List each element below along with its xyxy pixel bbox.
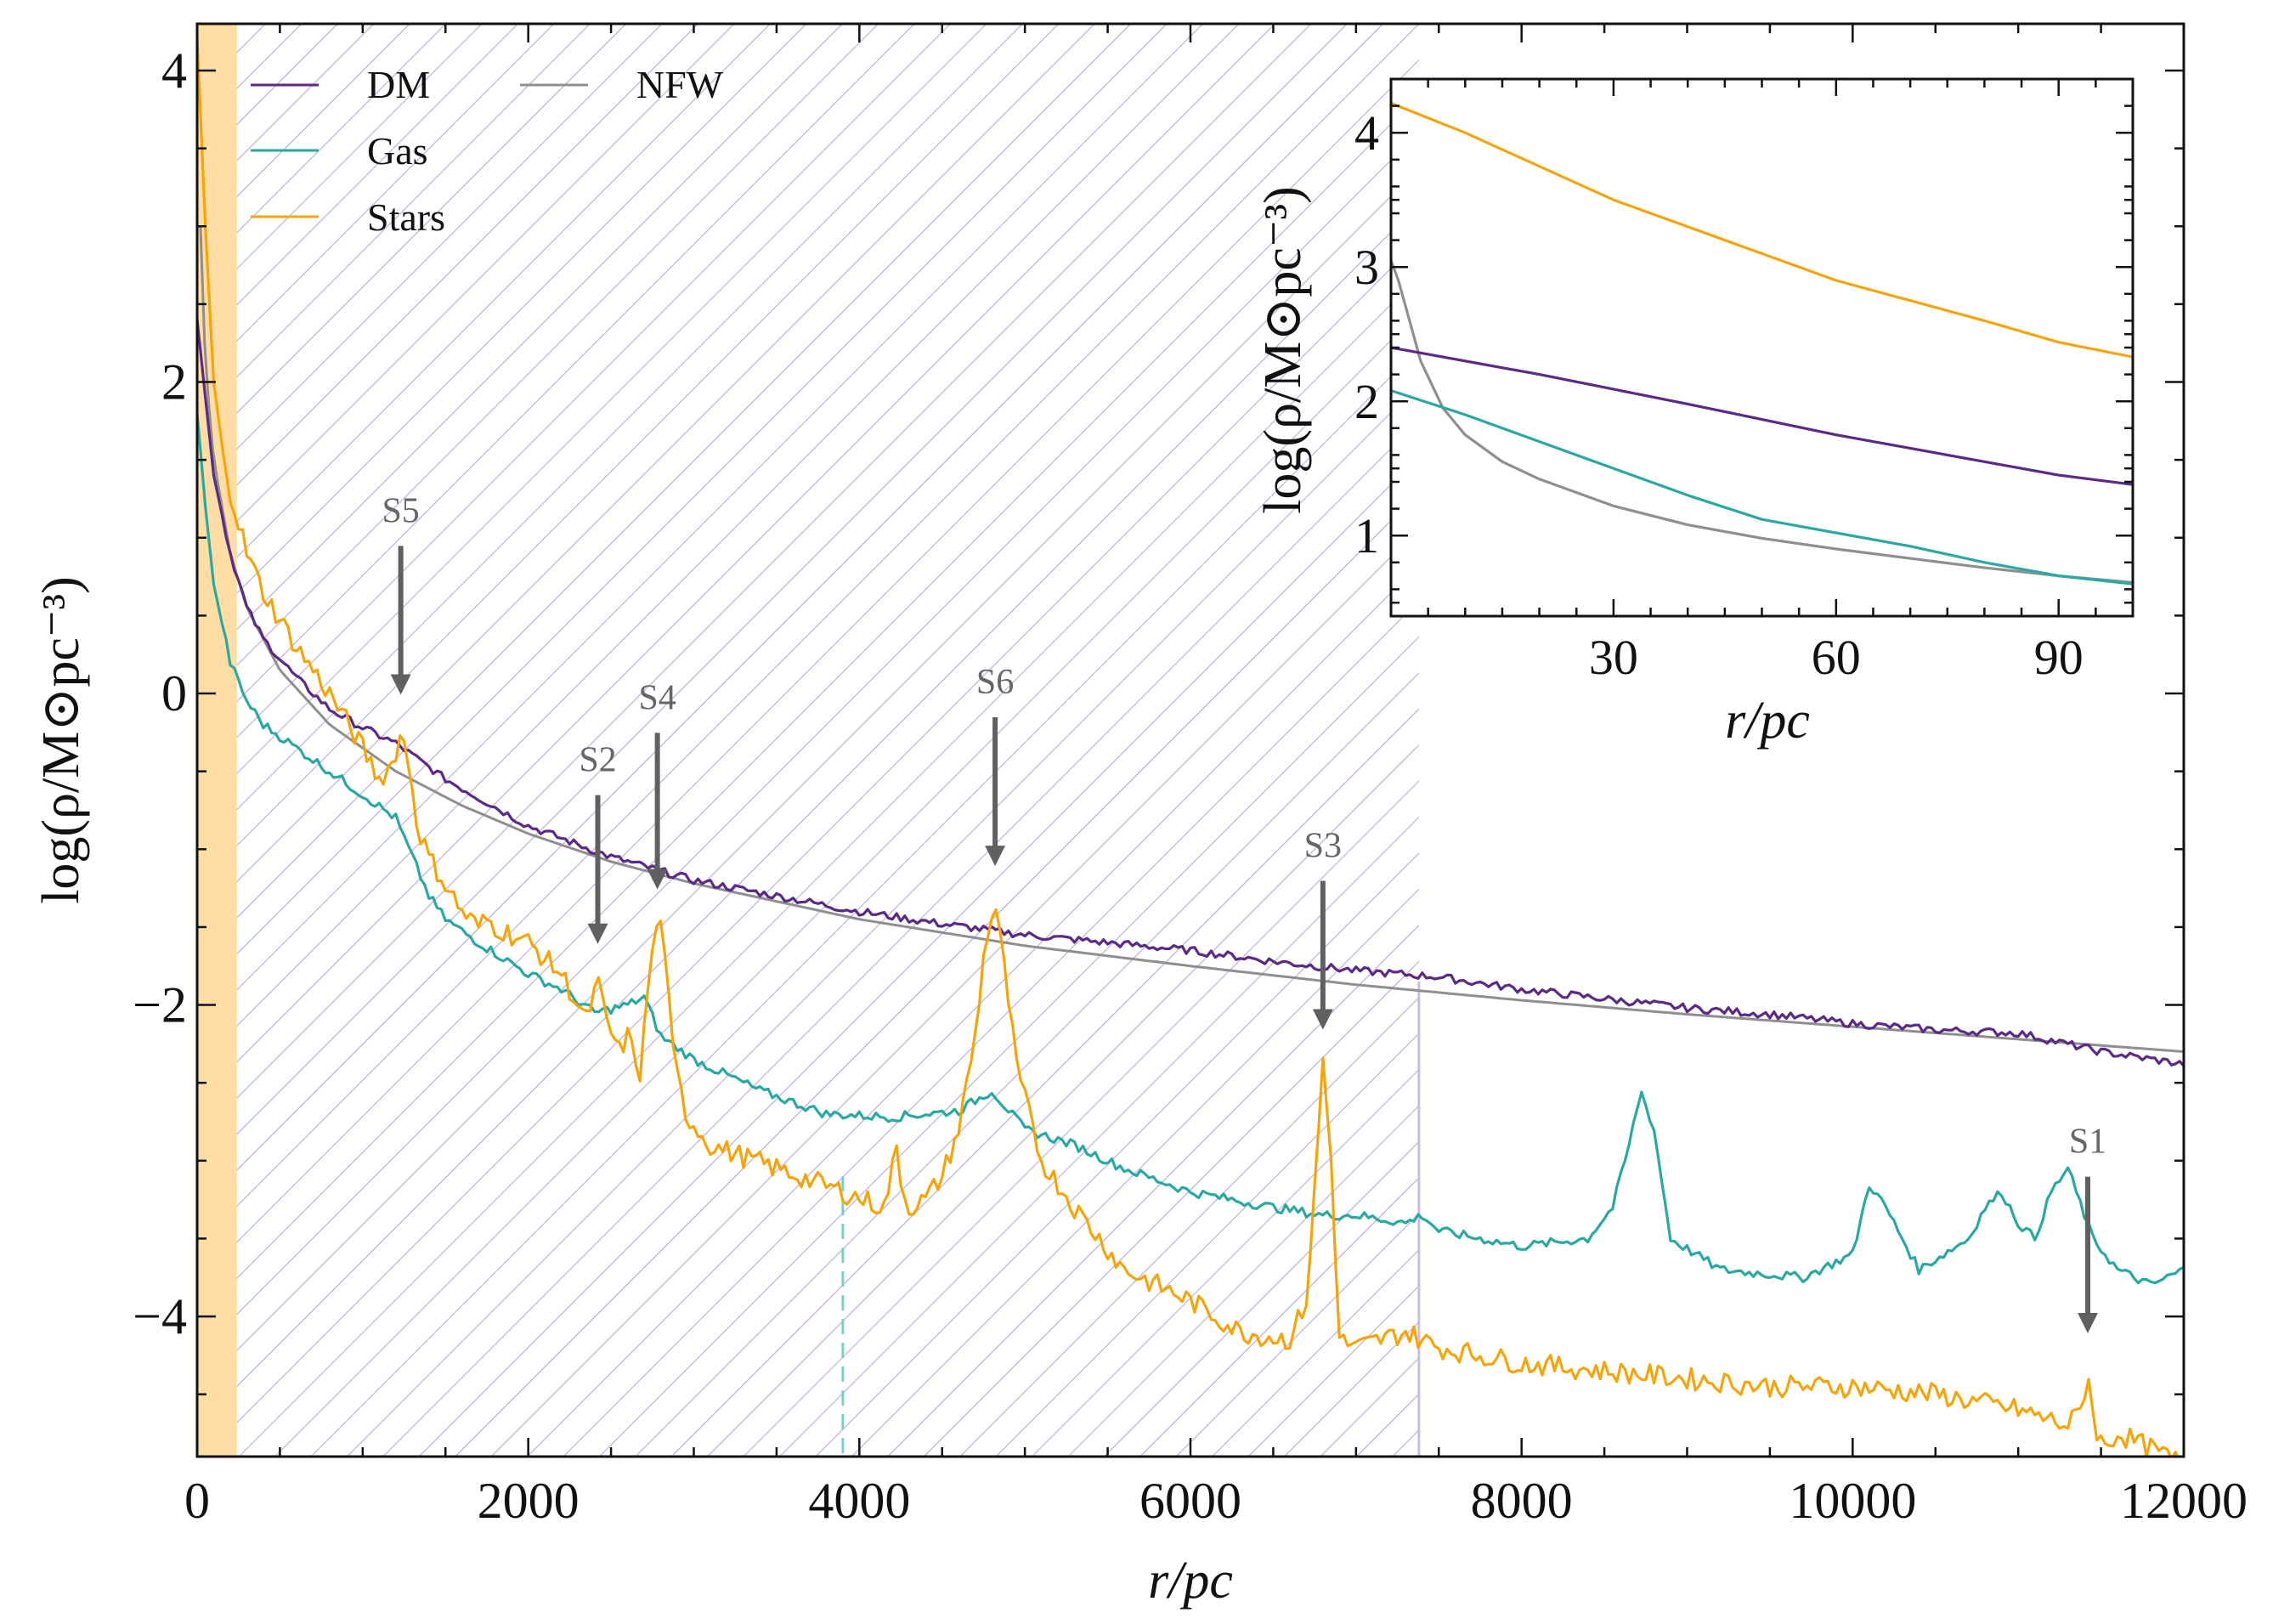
annotation-label-s3: S3 — [1304, 826, 1342, 865]
annotation-s4: S4 — [638, 678, 676, 890]
inset-series-line-dm — [1391, 346, 2133, 486]
x-tick-label: 10000 — [1789, 1473, 1916, 1529]
annotation-label-s4: S4 — [638, 678, 676, 717]
annotation-label-s2: S2 — [579, 741, 616, 780]
x-tick-label: 4000 — [808, 1473, 910, 1529]
y-tick-label: −4 — [133, 1288, 187, 1344]
inset-x-tick-label: 60 — [1812, 630, 1861, 685]
inset-y-tick-label: 1 — [1354, 508, 1379, 563]
series-line-stars — [197, 39, 2180, 1457]
inset-x-tick-label: 30 — [1589, 630, 1638, 685]
y-tick-label: −2 — [133, 977, 187, 1033]
legend-label-nfw: NFW — [636, 63, 724, 106]
inset-y-tick-label: 4 — [1354, 105, 1379, 161]
inset-y-tick-label: 3 — [1354, 240, 1379, 295]
y-axis-title: log(ρ/M⊙pc⁻³) — [32, 576, 90, 904]
shaded-region-solid — [197, 24, 237, 1457]
inset-series-line-stars — [1391, 101, 2133, 359]
inset-y-tick-label: 2 — [1354, 374, 1379, 429]
inset-x-axis-title: r/pc — [1725, 692, 1810, 750]
legend-label-gas: Gas — [367, 129, 428, 173]
x-tick-label: 2000 — [478, 1473, 580, 1529]
inset-x-tick-label: 90 — [2034, 630, 2084, 685]
y-tick-label: 2 — [161, 354, 187, 410]
annotation-s3: S3 — [1304, 826, 1342, 1030]
legend-label-stars: Stars — [367, 195, 445, 239]
y-tick-label: 4 — [161, 42, 187, 99]
annotation-s5: S5 — [382, 491, 420, 695]
annotation-s2: S2 — [579, 741, 617, 944]
main-plot: S5 S2 S4 S6 S3 S1 0 2000 4000 6000 8000 10000 12000… — [32, 22, 2248, 1610]
annotation-s6: S6 — [976, 663, 1014, 867]
annotation-label-s1: S1 — [2069, 1123, 2106, 1162]
x-axis-title: r/pc — [1148, 1552, 1233, 1610]
series-line-dm — [197, 320, 2184, 1067]
inset-plot: 30 60 90 1 2 3 4 r/pc log(ρ/M⊙pc⁻³) — [1254, 77, 2134, 750]
annotation-label-s6: S6 — [976, 663, 1014, 702]
series-line-nfw — [199, 226, 2184, 1053]
x-tick-label: 8000 — [1471, 1473, 1573, 1529]
x-tick-label: 6000 — [1139, 1473, 1241, 1529]
shaded-region-hatched — [236, 24, 1419, 1457]
inset-background — [1391, 79, 2133, 616]
inset-series-line-nfw — [1391, 259, 2133, 585]
x-tick-label: 12000 — [2120, 1473, 2248, 1529]
annotation-s1: S1 — [2069, 1123, 2106, 1333]
series-line-gas — [197, 413, 2184, 1285]
y-tick-label: 0 — [161, 665, 187, 721]
inset-series-line-gas — [1391, 389, 2133, 586]
inset-y-axis-title: log(ρ/M⊙pc⁻³) — [1254, 186, 1312, 514]
legend-label-dm: DM — [367, 63, 430, 106]
legend: DM Gas Stars NFW — [251, 63, 724, 239]
x-tick-label: 0 — [184, 1473, 210, 1529]
annotation-label-s5: S5 — [382, 491, 419, 530]
